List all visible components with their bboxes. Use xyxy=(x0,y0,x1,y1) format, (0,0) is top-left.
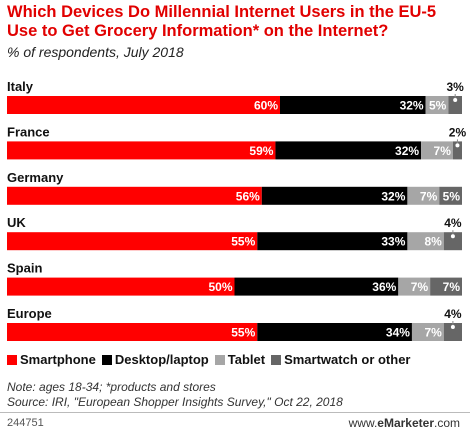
bar-france-desktop xyxy=(275,141,422,160)
legend-item-tablet: Tablet xyxy=(214,352,266,367)
chart-title: Which Devices Do Millennial Internet Use… xyxy=(7,3,437,40)
bar-france-smartphone xyxy=(7,141,276,160)
data-label-germany-desktop: 32% xyxy=(381,189,405,203)
data-label-uk-smartwatch: 4% xyxy=(444,216,462,230)
legend-swatch-desktop xyxy=(101,354,112,365)
leader-dot-italy-smartwatch xyxy=(453,98,458,102)
bar-france-tablet xyxy=(421,141,453,160)
bar-spain-smartwatch xyxy=(430,277,462,296)
legend-swatch-tablet xyxy=(214,354,225,365)
data-label-spain-smartphone: 50% xyxy=(208,280,232,294)
legend-label-tablet: Tablet xyxy=(227,352,266,367)
data-label-france-tablet: 7% xyxy=(434,144,452,158)
leader-dot-europe-smartwatch xyxy=(450,325,455,329)
data-label-italy-desktop: 32% xyxy=(400,99,424,113)
data-label-germany-smartwatch: 5% xyxy=(443,189,461,203)
category-label-europe: Europe xyxy=(7,306,52,321)
category-label-spain: Spain xyxy=(7,261,42,276)
legend-swatch-smartphone xyxy=(7,354,17,365)
legend-swatch-smartwatch xyxy=(271,354,282,365)
bar-uk-smartphone xyxy=(7,232,258,251)
bar-uk-smartwatch xyxy=(443,232,462,251)
brand-www: www. xyxy=(348,416,378,430)
data-label-uk-desktop: 33% xyxy=(381,235,405,249)
chart-subtitle: % of respondents, July 2018 xyxy=(7,44,184,60)
data-label-uk-tablet: 8% xyxy=(424,235,442,249)
bar-italy-tablet xyxy=(425,96,449,114)
legend-item-smartphone: Smartphone xyxy=(7,352,96,367)
data-label-italy-smartwatch: 3% xyxy=(447,80,465,94)
data-label-europe-smartphone: 55% xyxy=(231,326,255,340)
bar-europe-smartphone xyxy=(7,323,258,341)
data-label-germany-tablet: 7% xyxy=(420,189,438,203)
legend-item-smartwatch: Smartwatch or other xyxy=(271,352,411,367)
leader-dot-uk-smartwatch xyxy=(450,234,455,239)
bar-italy-desktop xyxy=(280,96,426,114)
data-label-italy-tablet: 5% xyxy=(429,99,447,113)
data-label-france-desktop: 32% xyxy=(395,144,419,158)
category-label-uk: UK xyxy=(7,215,26,230)
category-label-italy: Italy xyxy=(7,79,34,94)
data-label-france-smartwatch: 2% xyxy=(449,125,467,139)
legend-label-desktop: Desktop/laptop xyxy=(114,352,209,367)
data-label-germany-smartphone: 56% xyxy=(236,189,260,203)
bar-europe-desktop xyxy=(257,323,412,341)
bar-europe-tablet xyxy=(411,323,444,341)
bar-spain-desktop xyxy=(234,277,399,296)
data-label-europe-desktop: 34% xyxy=(386,326,410,340)
bar-france-smartwatch xyxy=(452,141,462,160)
chart-id: 244751 xyxy=(7,417,44,429)
data-label-spain-desktop: 36% xyxy=(372,280,396,294)
data-label-france-smartphone: 59% xyxy=(249,144,273,158)
data-label-italy-smartphone: 60% xyxy=(254,99,278,113)
bar-spain-smartphone xyxy=(7,277,235,296)
footnote-source: Source: IRI, "European Shopper Insights … xyxy=(7,395,343,409)
brand-name: eMarketer xyxy=(377,416,434,430)
bar-italy-smartphone xyxy=(7,96,280,114)
chart-legend: Smartphone Desktop/laptop Tablet Smartwa… xyxy=(7,352,417,367)
bar-germany-smartphone xyxy=(7,186,262,205)
legend-label-smartphone: Smartphone xyxy=(20,352,96,367)
legend-item-desktop: Desktop/laptop xyxy=(101,352,209,367)
category-label-france: France xyxy=(7,124,50,139)
brand-logo[interactable]: www.eMarketer.com xyxy=(349,416,460,430)
data-label-uk-smartphone: 55% xyxy=(231,235,255,249)
bar-europe-smartwatch xyxy=(443,323,462,341)
bar-germany-desktop xyxy=(261,186,408,205)
bar-italy-smartwatch xyxy=(448,96,462,114)
bar-germany-tablet xyxy=(407,186,440,205)
data-label-spain-smartwatch: 7% xyxy=(443,280,461,294)
data-label-europe-tablet: 7% xyxy=(424,326,442,340)
bar-germany-smartwatch xyxy=(439,186,462,205)
data-label-europe-smartwatch: 4% xyxy=(444,307,462,321)
category-label-germany: Germany xyxy=(7,170,64,185)
legend-label-smartwatch: Smartwatch or other xyxy=(284,352,411,367)
bar-uk-tablet xyxy=(407,232,444,251)
data-label-spain-tablet: 7% xyxy=(411,280,429,294)
footer-divider xyxy=(0,412,470,413)
leader-dot-france-smartwatch xyxy=(455,143,460,148)
bar-uk-desktop xyxy=(257,232,408,251)
brand-domain: .com xyxy=(433,416,460,430)
footnote-note: Note: ages 18-34; *products and stores xyxy=(7,380,216,394)
bar-spain-tablet xyxy=(398,277,431,296)
